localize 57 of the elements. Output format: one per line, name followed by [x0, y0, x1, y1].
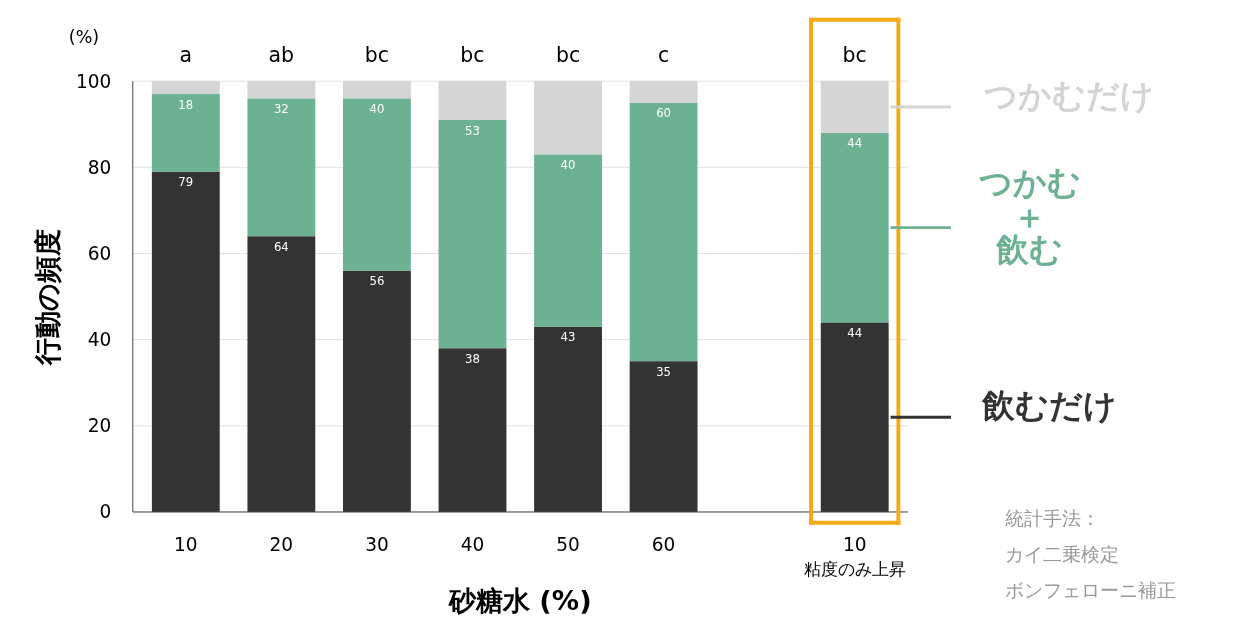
bar — [438, 348, 507, 512]
bar — [438, 119, 507, 349]
data-label: 18 — [178, 97, 194, 112]
data-label: 64 — [273, 239, 289, 254]
bar — [534, 326, 602, 512]
data-label: 53 — [465, 123, 480, 138]
bar — [629, 361, 698, 512]
data-label: 44 — [847, 326, 863, 341]
text: bc — [842, 42, 867, 67]
x-axis-title: 砂糖水 (%) — [447, 585, 592, 617]
y-tick-label: 20 — [87, 415, 112, 437]
legend-label: 飲むだけ — [980, 386, 1117, 426]
y-tick-label: 100 — [75, 70, 112, 92]
data-label: 43 — [560, 330, 576, 345]
y-tick-label: 0 — [99, 501, 112, 523]
x-tick-label: 50 — [556, 533, 580, 555]
data-label: 40 — [560, 157, 576, 172]
text: 粘度のみ上昇 — [803, 560, 906, 580]
bar — [820, 322, 889, 512]
x-tick-label: 30 — [365, 533, 389, 555]
text: bc — [555, 42, 581, 67]
data-label: 79 — [178, 175, 194, 190]
data-label: 35 — [656, 364, 672, 379]
text: bc — [364, 42, 390, 67]
x-tick-label: 10 — [174, 533, 198, 555]
text: c — [657, 42, 670, 67]
data-label: 38 — [465, 351, 480, 366]
y-axis-title: 行動の頻度 — [31, 228, 63, 366]
y-tick-label: 60 — [87, 242, 112, 264]
text: カイ二乗検定 — [1005, 542, 1120, 566]
bar — [629, 102, 698, 362]
bar — [151, 171, 220, 512]
text: ボンフェローニ補正 — [1005, 578, 1177, 602]
data-label: 40 — [369, 101, 385, 116]
x-tick-label: 10 — [842, 533, 867, 555]
y-tick-label: 40 — [87, 329, 112, 351]
data-label: 44 — [847, 136, 863, 151]
data-label: 60 — [656, 106, 672, 121]
data-label: 56 — [369, 274, 385, 289]
data-label: 32 — [273, 101, 289, 116]
bar — [820, 132, 889, 323]
bar — [343, 270, 411, 512]
x-tick-label: 60 — [651, 533, 676, 555]
legend-label: つかむ＋飲む — [978, 163, 1081, 269]
y-tick-label: 80 — [87, 156, 112, 178]
bar — [534, 154, 602, 327]
text: bc — [460, 42, 485, 67]
bar — [247, 98, 316, 237]
bar — [247, 236, 316, 512]
text: ab — [268, 42, 295, 67]
bar — [343, 98, 411, 271]
x-tick-label: 20 — [269, 533, 294, 555]
x-tick-label: 40 — [460, 533, 485, 555]
bar — [151, 94, 220, 172]
text: 統計手法： — [1005, 506, 1101, 530]
text: (%) — [68, 27, 100, 48]
text: a — [179, 42, 193, 67]
